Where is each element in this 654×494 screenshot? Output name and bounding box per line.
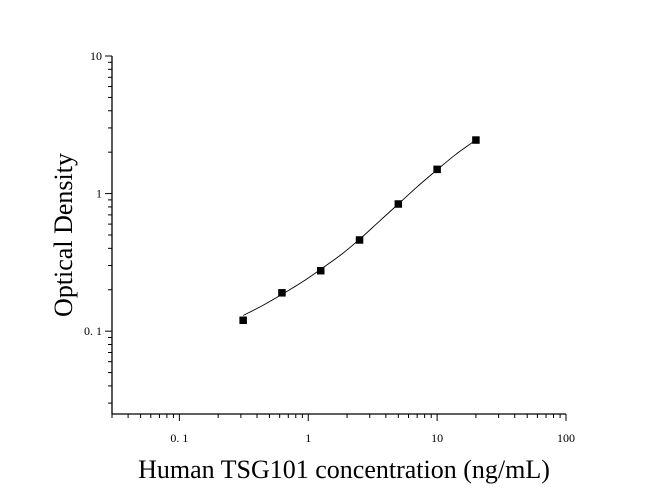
- data-point: [317, 266, 325, 275]
- axes: [111, 56, 566, 415]
- data-point: [394, 200, 403, 208]
- data-point: [472, 136, 480, 144]
- y-tick-label: 0. 1: [84, 324, 102, 338]
- y-axis-title: Optical Density: [49, 153, 78, 317]
- data-point: [355, 236, 364, 244]
- x-tick-label: 0. 1: [170, 431, 188, 445]
- y-tick-label: 10: [90, 49, 102, 63]
- x-tick-label: 100: [557, 431, 575, 445]
- y-tick-label: 1: [96, 187, 102, 201]
- fit-curve-group: [242, 139, 477, 316]
- y-ticks: 0. 1 1 10: [84, 49, 112, 404]
- x-ticks: 0. 1 1 10 100: [111, 414, 575, 445]
- x-axis-title: Human TSG101 concentration (ng/mL): [138, 455, 550, 484]
- fit-curve: [242, 139, 477, 316]
- x-tick-label: 1: [305, 431, 311, 445]
- data-points: [239, 136, 480, 325]
- data-point: [433, 165, 441, 174]
- data-point: [239, 316, 247, 325]
- data-point: [278, 289, 286, 297]
- x-tick-label: 10: [431, 431, 443, 445]
